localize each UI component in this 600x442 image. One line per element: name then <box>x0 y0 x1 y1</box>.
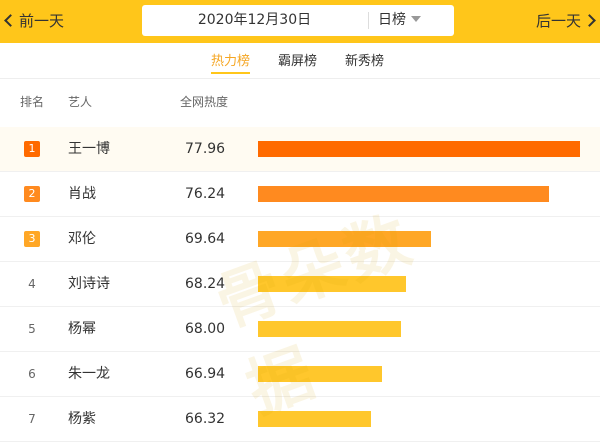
tab-heat[interactable]: 热力榜 <box>211 50 251 74</box>
heat-bar <box>258 141 580 157</box>
rank-number: 6 <box>28 367 36 381</box>
heat-score: 66.94 <box>185 366 226 382</box>
heat-bar <box>258 366 382 382</box>
artist-name[interactable]: 王一博 <box>68 141 110 157</box>
chevron-left-icon <box>4 13 17 27</box>
table-row[interactable]: 3 邓伦 69.64 <box>0 217 600 262</box>
next-day-label: 后一天 <box>535 12 581 30</box>
table-header: 排名 艺人 全网热度 <box>0 78 600 128</box>
tab-screen-label: 霸屏榜 <box>278 54 318 69</box>
heat-bar <box>258 411 371 427</box>
period-label: 日榜 <box>378 12 406 28</box>
rank-number: 5 <box>28 322 36 336</box>
tab-screen[interactable]: 霸屏榜 <box>278 50 317 74</box>
artist-name[interactable]: 朱一龙 <box>68 366 110 382</box>
table-row[interactable]: 1 王一博 77.96 <box>0 127 600 172</box>
rank-badge: 2 <box>24 186 40 202</box>
heat-score: 77.96 <box>185 141 226 157</box>
header-rank: 排名 <box>20 95 45 109</box>
artist-name[interactable]: 邓伦 <box>68 231 96 247</box>
chevron-right-icon <box>583 13 596 27</box>
artist-name[interactable]: 肖战 <box>68 186 96 202</box>
header-artist: 艺人 <box>68 95 93 109</box>
prev-day-label: 前一天 <box>19 12 65 30</box>
rank-badge: 3 <box>24 231 40 247</box>
active-tab-indicator <box>211 72 251 74</box>
artist-name[interactable]: 刘诗诗 <box>68 276 110 292</box>
heat-bar <box>258 276 406 292</box>
period-dropdown[interactable]: 日榜 <box>378 5 421 36</box>
heat-bar <box>258 321 401 337</box>
tab-newcomer[interactable]: 新秀榜 <box>345 50 384 74</box>
heat-score: 69.64 <box>185 231 226 247</box>
table-row[interactable]: 7 杨紫 66.32 <box>0 397 600 442</box>
prev-day-button[interactable]: 前一天 <box>4 0 65 43</box>
rank-number: 4 <box>28 277 36 291</box>
tab-heat-label: 热力榜 <box>211 54 251 69</box>
top-bar: 前一天 2020年12月30日 日榜 后一天 <box>0 0 600 43</box>
rank-number: 7 <box>28 412 36 426</box>
heat-score: 68.00 <box>185 321 226 337</box>
table-row[interactable]: 6 朱一龙 66.94 <box>0 352 600 397</box>
heat-score: 66.32 <box>185 411 226 427</box>
caret-down-icon <box>411 16 421 22</box>
heat-score: 68.24 <box>185 276 226 292</box>
next-day-button[interactable]: 后一天 <box>535 0 596 43</box>
table-row[interactable]: 2 肖战 76.24 <box>0 172 600 217</box>
rank-badge: 1 <box>24 141 40 157</box>
artist-name[interactable]: 杨紫 <box>68 411 96 427</box>
tab-newcomer-label: 新秀榜 <box>345 54 385 69</box>
table-row[interactable]: 5 杨幂 68.00 <box>0 307 600 352</box>
heat-bar <box>258 231 431 247</box>
divider <box>368 12 369 29</box>
ranking-tabs: 热力榜 霸屏榜 新秀榜 <box>0 50 600 78</box>
header-score: 全网热度 <box>180 95 229 109</box>
date-text[interactable]: 2020年12月30日 <box>197 12 312 28</box>
heat-bar <box>258 186 549 202</box>
heat-score: 76.24 <box>185 186 226 202</box>
date-selector[interactable]: 2020年12月30日 日榜 <box>142 5 454 36</box>
artist-name[interactable]: 杨幂 <box>68 321 96 337</box>
table-row[interactable]: 4 刘诗诗 68.24 <box>0 262 600 307</box>
